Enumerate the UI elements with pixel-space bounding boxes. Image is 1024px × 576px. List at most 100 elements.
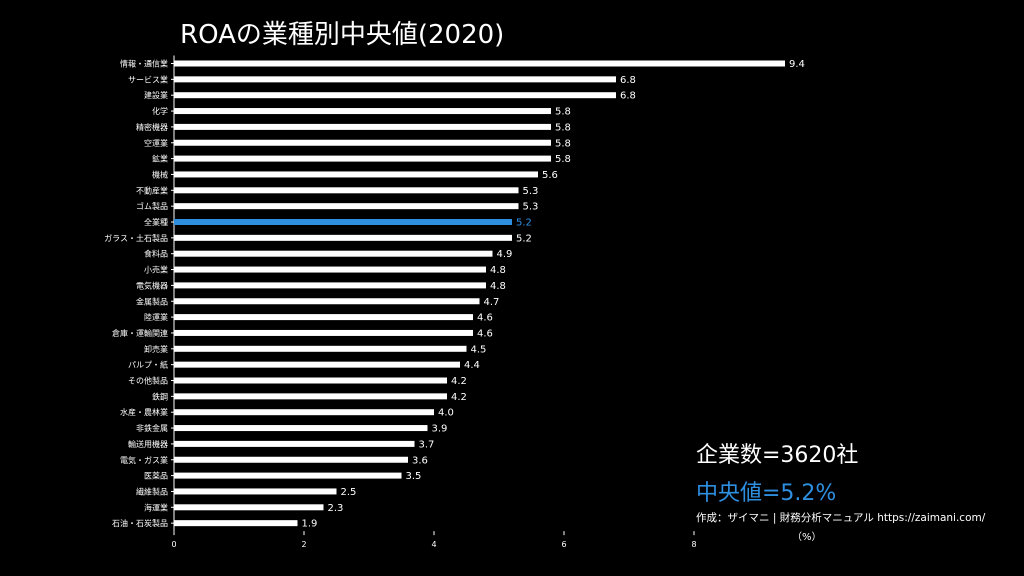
bar [174,123,551,130]
category-label: 海運業 [144,502,168,512]
category-label: 医薬品 [144,471,168,481]
x-axis-label: （%） [792,532,822,543]
category-label: 輸送用機器 [128,439,168,449]
x-tick-label: 0 [171,540,176,549]
value-label: 4.6 [477,328,493,339]
bar [174,187,519,194]
bar [174,155,551,162]
value-label: 5.3 [523,186,539,197]
bar [174,108,551,115]
bar [174,472,402,479]
value-label: 4.6 [477,313,493,324]
bar [174,456,408,463]
bar [174,361,460,368]
bar [174,377,447,384]
bar [174,139,551,146]
value-label: 5.2 [516,233,532,244]
value-label: 3.9 [432,424,448,435]
value-label: 6.8 [620,75,636,86]
bar [174,76,616,83]
value-label: 4.7 [484,297,500,308]
bar [174,314,473,321]
bar [174,282,486,289]
category-label: 金属製品 [136,296,168,306]
bar [174,520,298,527]
category-label: 食料品 [144,249,168,259]
category-label: 空運業 [144,138,168,148]
value-label: 4.9 [497,249,513,260]
credit-text: 作成：ザイマニ | 財務分析マニュアル https://zaimani.com/ [696,512,986,524]
value-label: 2.3 [328,503,344,514]
category-label: 非鉄金属 [136,423,168,433]
category-label: 建設業 [144,90,168,100]
category-label: 不動産業 [136,185,168,195]
category-label: 石油・石炭製品 [112,518,168,528]
bar [174,504,324,511]
bar [174,298,480,305]
category-label: 機械 [152,169,168,179]
bar [174,345,467,352]
category-label: 化学 [152,106,168,116]
bar [174,171,538,178]
chart-title: ROAの業種別中央値(2020) [180,20,505,50]
x-tick-label: 4 [431,540,436,549]
bar [174,92,616,99]
value-label: 5.8 [555,154,571,165]
value-label: 4.5 [471,344,487,355]
category-label: ガラス・土石製品 [104,233,168,243]
value-label: 5.8 [555,138,571,149]
company-count-label: 企業数=3620社 [696,443,859,468]
category-label: 繊維製品 [136,486,168,496]
value-label: 1.9 [302,519,318,530]
value-label: 6.8 [620,91,636,102]
value-label: 5.6 [542,170,558,181]
value-label: 5.8 [555,107,571,118]
category-label: 鉱業 [152,154,168,164]
category-label: 倉庫・運輸関連 [112,328,168,338]
category-label: パルプ・紙 [128,360,168,370]
bar [174,203,519,210]
bar [174,234,512,241]
bar [174,60,785,67]
bar [174,393,447,400]
category-label: 精密機器 [136,122,168,132]
value-label: 9.4 [789,59,805,70]
category-label: ゴム製品 [136,201,168,211]
x-tick-label: 8 [691,540,696,549]
value-label: 5.3 [523,202,539,213]
bar [174,409,434,416]
value-label: 4.0 [438,408,454,419]
value-label: 3.6 [412,455,428,466]
category-label: 鉄鋼 [152,391,168,401]
value-label: 5.8 [555,122,571,133]
bar [174,440,415,447]
x-tick-label: 6 [561,540,566,549]
value-label: 2.5 [341,487,357,498]
value-label: 3.5 [406,471,422,482]
category-label: 卸売業 [144,344,168,354]
median-label: 中央値=5.2% [696,481,837,506]
category-label: 陸運業 [144,312,168,322]
category-label: 情報・通信業 [120,59,168,69]
bar [174,266,486,273]
bar [174,488,337,495]
value-label: 4.8 [490,265,506,276]
value-label: 4.8 [490,281,506,292]
category-label: その他製品 [128,376,168,386]
value-label: 5.2 [516,218,532,229]
category-label: 電気・ガス業 [120,455,168,465]
value-label: 4.2 [451,392,467,403]
category-label: 小売業 [144,265,168,275]
value-label: 4.2 [451,376,467,387]
x-tick-label: 2 [301,540,306,549]
category-label: 水産・農林業 [120,407,168,417]
value-label: 4.4 [464,360,480,371]
bar [174,219,512,225]
value-label: 3.7 [419,439,435,450]
bar [174,329,473,336]
category-label: 全業種 [144,217,168,227]
category-label: 電気機器 [136,280,168,290]
category-label: サービス業 [128,74,168,84]
